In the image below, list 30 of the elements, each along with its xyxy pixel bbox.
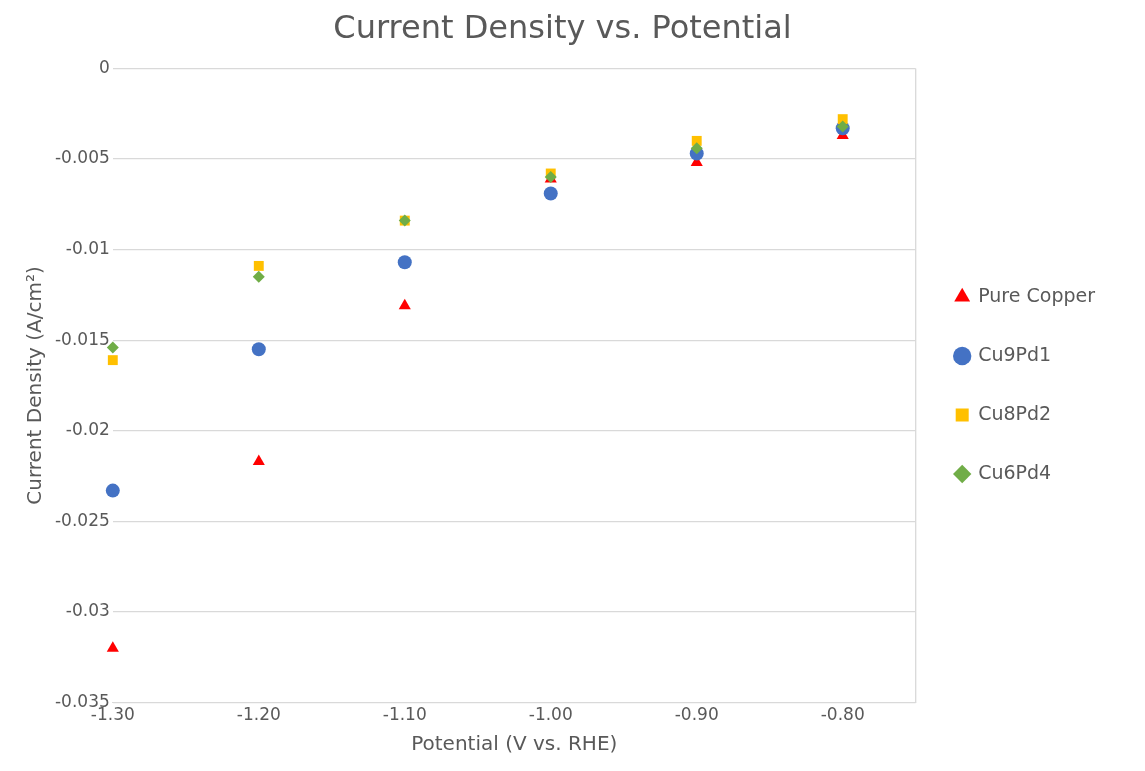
y-tick-label: -0.005 <box>54 147 110 168</box>
x-tick-label: -1.10 <box>382 704 427 725</box>
legend-label: Cu6Pd4 <box>978 460 1052 483</box>
point <box>252 270 265 283</box>
point <box>543 186 558 201</box>
x-tick-label: -0.80 <box>820 704 865 725</box>
point <box>690 142 703 155</box>
point <box>107 355 118 366</box>
x-tick-label: -1.20 <box>236 704 281 725</box>
point <box>252 454 265 466</box>
x-tick-label: -0.90 <box>674 704 719 725</box>
chart-title: Current Density vs. Potential <box>333 7 792 46</box>
point <box>398 298 411 310</box>
y-tick-label: -0.03 <box>65 600 110 621</box>
x-tick-label: -1.00 <box>528 704 573 725</box>
point <box>253 260 264 271</box>
y-tick-label: -0.02 <box>65 419 110 440</box>
y-tick-label: 0 <box>98 56 110 77</box>
x-axis-title: Potential (V vs. RHE) <box>411 731 618 756</box>
point <box>251 342 266 357</box>
point <box>397 255 412 270</box>
y-axis-title: Current Density (A/cm²) <box>22 266 47 505</box>
y-tick-label: -0.015 <box>54 328 110 349</box>
point <box>105 483 120 498</box>
legend-label: Cu8Pd2 <box>978 401 1052 424</box>
legend-label: Cu9Pd1 <box>978 342 1052 365</box>
legend-label: Pure Copper <box>978 283 1096 306</box>
point <box>106 641 119 652</box>
y-tick-label: -0.025 <box>54 509 110 530</box>
y-tick-label: -0.01 <box>65 238 110 259</box>
